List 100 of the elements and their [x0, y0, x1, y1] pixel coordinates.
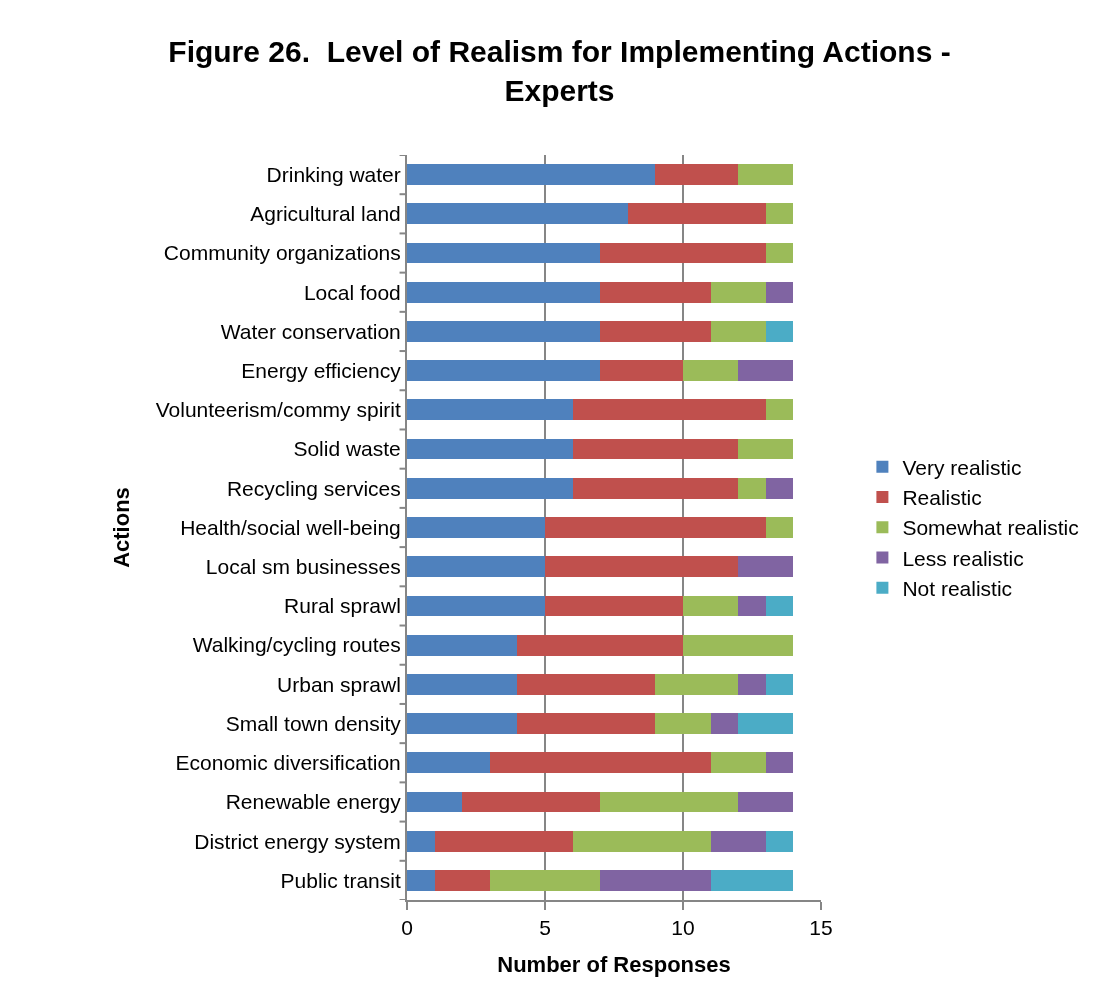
- chart-title: Figure 26. Level of Realism for Implementing Actions - Experts: [168, 35, 951, 107]
- bar: [655, 673, 739, 695]
- bar: [407, 360, 601, 382]
- bar: [600, 360, 683, 382]
- y-tick-label: Renewable energy: [225, 790, 402, 814]
- bar: [407, 281, 601, 303]
- bar: [738, 164, 794, 185]
- y-tick-label: Local sm businesses: [205, 555, 401, 579]
- bar: [600, 281, 711, 303]
- bar: [765, 321, 794, 342]
- bar: [517, 634, 683, 656]
- bar: [710, 321, 766, 342]
- bar: [738, 556, 794, 578]
- x-tick-label: 0: [401, 916, 413, 940]
- bar: [710, 870, 794, 891]
- bar: [407, 164, 656, 185]
- x-tick-label: 10: [671, 916, 695, 940]
- x-tick-label: 15: [809, 916, 833, 940]
- bar: [407, 791, 463, 813]
- y-axis-title: Actions: [109, 487, 135, 568]
- bar: [710, 752, 766, 774]
- y-tick-label: Public transit: [280, 868, 401, 892]
- legend-label: Somewhat realistic: [902, 516, 1079, 540]
- bar: [765, 399, 794, 421]
- y-tick-label: Energy efficiency: [241, 359, 402, 383]
- bar: [738, 713, 794, 734]
- bar: [600, 321, 711, 342]
- bar: [407, 595, 545, 617]
- bar: [710, 281, 766, 303]
- bar: [738, 595, 766, 617]
- bar: [572, 438, 739, 460]
- bar: [407, 438, 573, 460]
- y-tick-label: Walking/cycling routes: [192, 633, 401, 657]
- bar: [407, 242, 601, 264]
- bar: [407, 673, 518, 695]
- bar: [407, 203, 628, 225]
- bar: [545, 556, 739, 578]
- legend-label: Very realistic: [902, 455, 1022, 479]
- bar: [765, 203, 794, 225]
- bar: [655, 713, 711, 734]
- bar: [407, 556, 545, 578]
- bar: [765, 517, 794, 538]
- bar: [407, 477, 573, 499]
- y-tick-label: Rural sprawl: [284, 594, 401, 618]
- bar: [407, 634, 518, 656]
- bar: [545, 595, 683, 617]
- bar: [683, 360, 739, 382]
- y-tick-label: Health/social well-being: [180, 515, 401, 539]
- bar: [683, 595, 739, 617]
- bar: [765, 595, 794, 617]
- y-tick-label: Community organizations: [163, 241, 401, 265]
- legend-label: Less realistic: [902, 546, 1024, 570]
- y-tick-label: Recycling services: [226, 476, 401, 500]
- bar: [462, 791, 601, 813]
- y-tick-label: Volunteerism/commy spirit: [155, 398, 401, 422]
- bar: [489, 870, 601, 891]
- bar: [407, 870, 435, 891]
- bar: [572, 830, 711, 852]
- bar: [407, 517, 545, 538]
- legend-label: Realistic: [902, 486, 982, 510]
- bar: [517, 713, 656, 734]
- bar: [572, 399, 766, 421]
- y-tick-label: Water conservation: [220, 319, 401, 343]
- bar: [738, 673, 766, 695]
- bar: [407, 830, 435, 852]
- bar: [710, 713, 739, 734]
- bar: [517, 673, 656, 695]
- bar: [738, 791, 794, 813]
- bar: [765, 752, 794, 774]
- bar: [683, 634, 794, 656]
- bar: [765, 830, 794, 852]
- bar: [407, 321, 601, 342]
- bar: [738, 360, 794, 382]
- bar: [407, 713, 518, 734]
- y-tick-label: Drinking water: [266, 162, 401, 186]
- bar: [765, 242, 794, 264]
- bar: [489, 752, 711, 774]
- bar: [765, 281, 794, 303]
- y-tick-label: Local food: [303, 280, 401, 304]
- bar: [600, 791, 739, 813]
- bar: [600, 242, 766, 264]
- bar: [765, 477, 794, 499]
- y-tick-label: Solid waste: [293, 437, 401, 461]
- bar: [545, 517, 766, 538]
- bar: [434, 830, 573, 852]
- legend-label: Not realistic: [902, 577, 1013, 601]
- bar: [655, 164, 739, 185]
- bar: [710, 830, 766, 852]
- bar: [765, 673, 794, 695]
- bar: [407, 399, 573, 421]
- y-tick-label: Agricultural land: [250, 202, 401, 226]
- bar: [627, 203, 766, 225]
- x-tick-label: 5: [539, 916, 551, 940]
- bar: [600, 870, 711, 891]
- bar: [407, 752, 490, 774]
- bar: [738, 477, 766, 499]
- y-tick-label: Small town density: [225, 711, 402, 735]
- bar: [434, 870, 490, 891]
- bar: [738, 438, 794, 460]
- x-axis-title: Number of Responses: [497, 951, 731, 977]
